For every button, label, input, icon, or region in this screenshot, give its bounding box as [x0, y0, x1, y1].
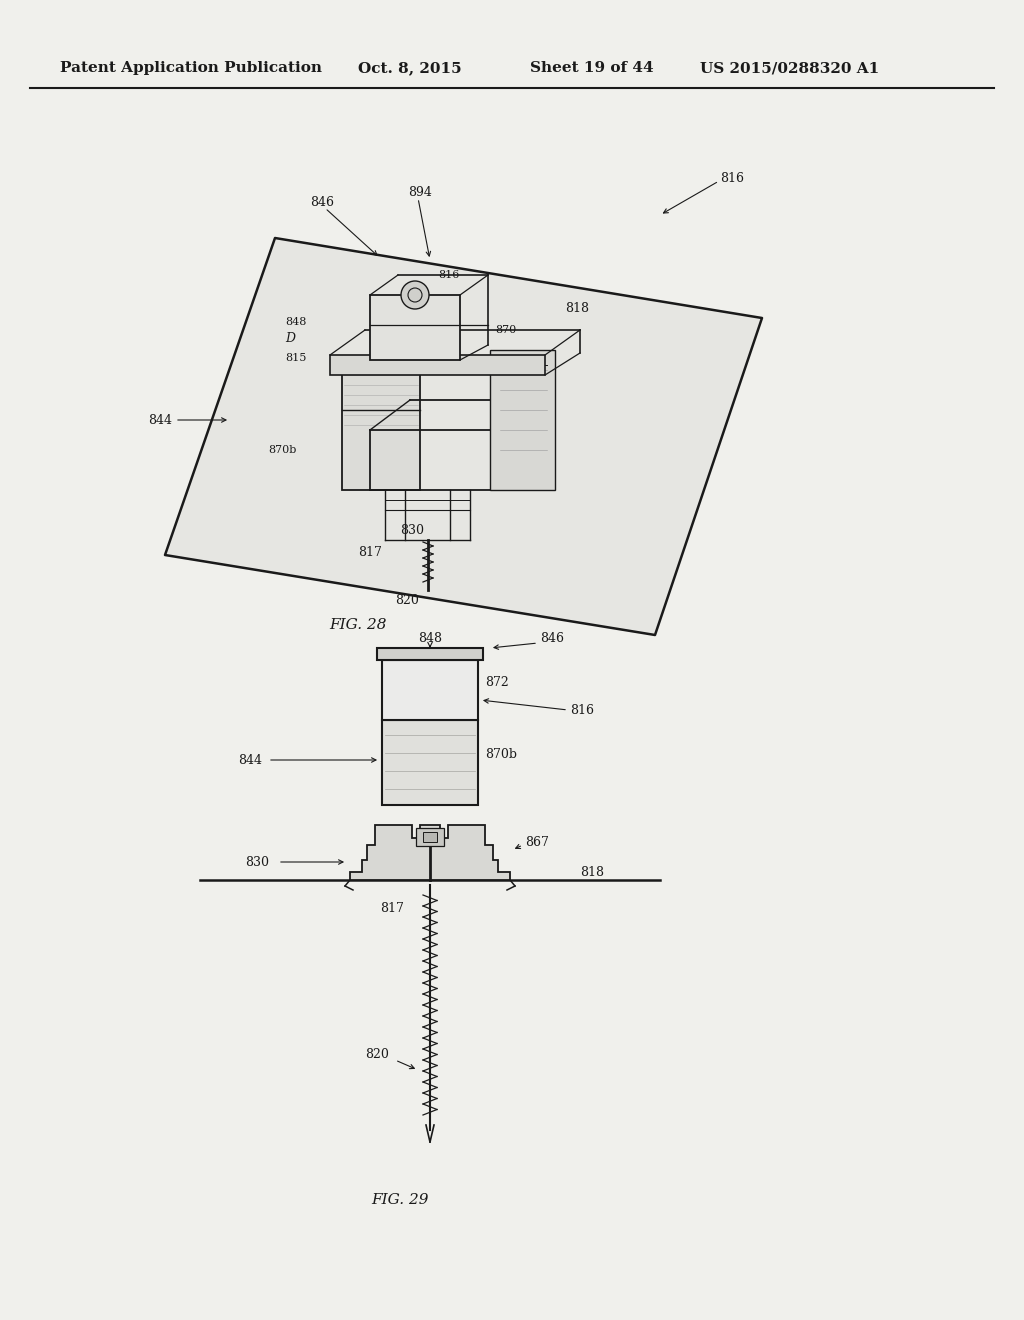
- Text: 846: 846: [540, 631, 564, 644]
- Text: 844: 844: [238, 754, 262, 767]
- Text: FIG. 29: FIG. 29: [372, 1193, 429, 1206]
- Text: 817: 817: [380, 902, 403, 915]
- Text: 867: 867: [525, 836, 549, 849]
- Bar: [342, 370, 420, 490]
- Text: Sheet 19 of 44: Sheet 19 of 44: [530, 61, 653, 75]
- Text: 816: 816: [438, 271, 460, 280]
- Text: 870b: 870b: [268, 445, 296, 455]
- Text: 815: 815: [285, 352, 306, 363]
- Text: 820: 820: [365, 1048, 389, 1061]
- Polygon shape: [350, 825, 510, 880]
- Text: 848: 848: [418, 631, 442, 644]
- Text: D: D: [285, 331, 295, 345]
- Text: 818: 818: [580, 866, 604, 879]
- Text: Patent Application Publication: Patent Application Publication: [60, 61, 322, 75]
- Bar: [490, 350, 555, 490]
- Bar: [382, 660, 478, 719]
- Text: 844: 844: [148, 413, 172, 426]
- Bar: [416, 828, 444, 846]
- Text: 816: 816: [720, 172, 744, 185]
- Bar: [330, 355, 545, 375]
- Text: 808: 808: [495, 408, 519, 421]
- Text: 870b: 870b: [485, 748, 517, 762]
- Text: 816: 816: [570, 704, 594, 717]
- Text: 848: 848: [285, 317, 306, 327]
- Bar: [423, 832, 437, 842]
- Bar: [377, 648, 483, 660]
- Text: 846: 846: [310, 195, 334, 209]
- Text: 817: 817: [358, 545, 382, 558]
- Text: 872: 872: [485, 676, 509, 689]
- Text: 820: 820: [395, 594, 419, 606]
- Text: US 2015/0288320 A1: US 2015/0288320 A1: [700, 61, 880, 75]
- Text: FIG. 28: FIG. 28: [330, 618, 387, 632]
- Polygon shape: [165, 238, 762, 635]
- Text: 830: 830: [400, 524, 424, 536]
- Bar: [370, 294, 460, 360]
- Text: 830: 830: [245, 855, 269, 869]
- Text: 811: 811: [358, 401, 382, 414]
- Text: 870: 870: [495, 325, 516, 335]
- Text: Oct. 8, 2015: Oct. 8, 2015: [358, 61, 462, 75]
- Bar: [382, 719, 478, 805]
- Text: 894: 894: [408, 186, 432, 198]
- Text: 818: 818: [565, 301, 589, 314]
- Circle shape: [401, 281, 429, 309]
